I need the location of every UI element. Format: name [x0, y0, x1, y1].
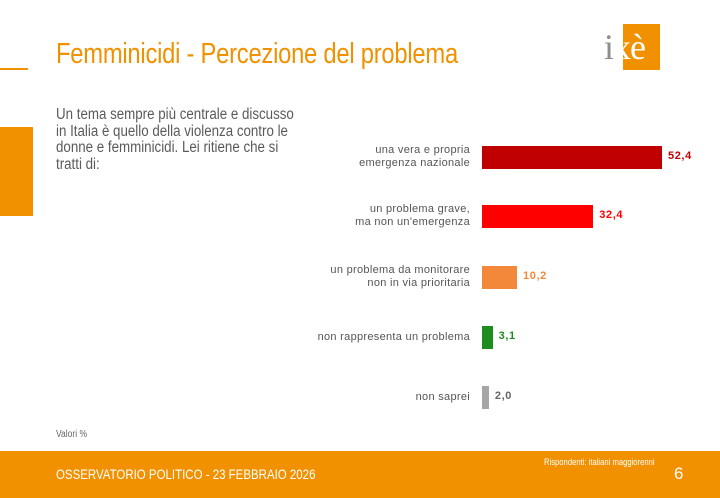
- bar: [482, 204, 594, 228]
- value-label: 32,4: [599, 209, 624, 221]
- value-label: 10,2: [523, 270, 547, 282]
- category-label: non saprei: [415, 390, 470, 403]
- value-label: 52,4: [668, 150, 692, 162]
- category-label: non rappresenta un problema: [317, 330, 470, 343]
- page-title: Femminicidi - Percezione del problema: [56, 38, 458, 70]
- category-label: un problema da monitorare non in via prio…: [330, 264, 470, 289]
- survey-question: Un tema sempre più centrale e discusso i…: [56, 106, 294, 173]
- bar: [482, 385, 489, 409]
- footer-title: OSSERVATORIO POLITICO - 23 FEBBRAIO 2026: [56, 466, 316, 482]
- accent-block: [0, 127, 33, 216]
- bar: [482, 325, 493, 349]
- page-number: 6: [674, 464, 684, 483]
- respondents-note: Rispondenti: italiani maggiorenni: [544, 457, 655, 467]
- value-label: 2,0: [494, 390, 512, 402]
- footer-bar: OSSERVATORIO POLITICO - 23 FEBBRAIO 2026…: [0, 451, 720, 498]
- accent-line: [0, 68, 28, 70]
- values-note: Valori %: [56, 429, 88, 440]
- ixe-logo: ixè: [604, 24, 660, 70]
- bar: [482, 145, 662, 169]
- category-label: una vera e propria emergenza nazionale: [359, 144, 470, 169]
- bar: [482, 265, 518, 289]
- category-label: un problema grave, ma non un'emergenza: [355, 203, 470, 228]
- value-label: 3,1: [498, 330, 516, 342]
